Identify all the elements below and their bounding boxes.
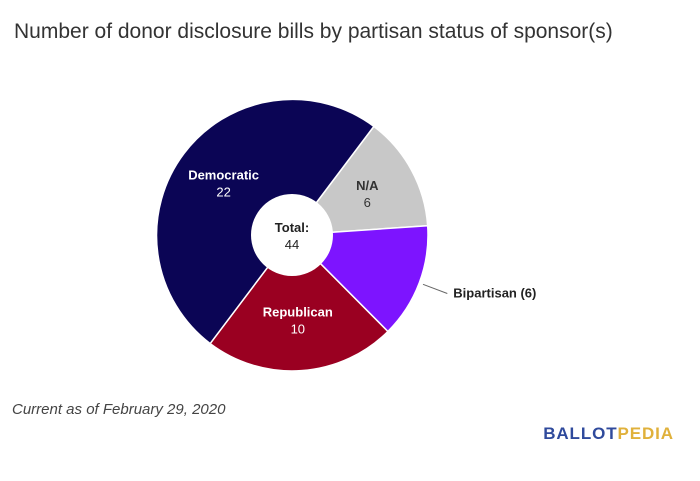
total-value: 44: [285, 237, 299, 252]
pie-slice-n-a: [290, 125, 429, 236]
pie-slice-republican: [209, 233, 389, 372]
footnote: Current as of February 29, 2020: [12, 401, 226, 418]
chart-title: Number of donor disclosure bills by part…: [14, 20, 613, 43]
total-label: Total:: [275, 220, 309, 235]
leader-line-bipartisan: [422, 283, 448, 294]
slice-value-republican: 10: [291, 322, 305, 337]
ballotpedia-logo: BALLOTPEDIA: [543, 424, 674, 444]
logo-part-ballot: BALLOT: [543, 424, 618, 443]
slice-label-n-a: N/A: [356, 178, 379, 193]
logo-part-pedia: PEDIA: [617, 424, 674, 443]
slice-value-n-a: 6: [364, 195, 371, 210]
slice-label-republican: Republican: [263, 305, 333, 320]
slice-label-bipartisan: Bipartisan (6): [453, 286, 536, 301]
slice-label-democratic: Democratic: [188, 167, 259, 182]
slice-value-democratic: 22: [216, 184, 230, 199]
donut-hole: [251, 194, 333, 276]
